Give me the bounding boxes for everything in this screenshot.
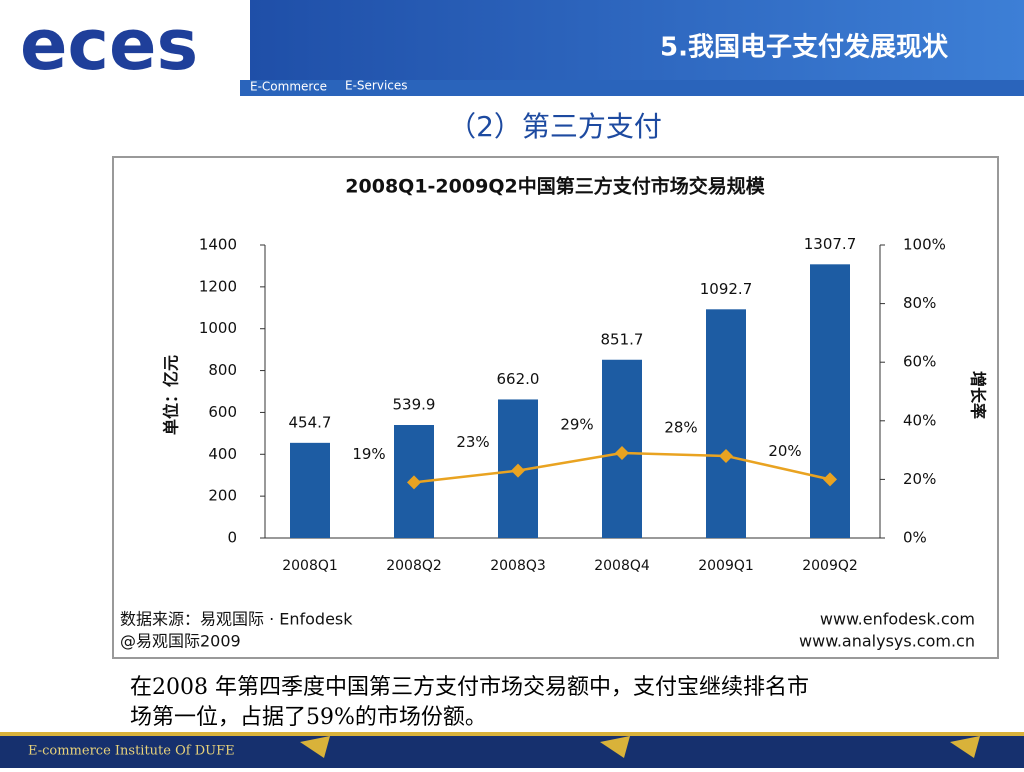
x-tick-label: 2008Q2	[386, 558, 442, 574]
slide-title: 5.我国电子支付发展现状	[660, 32, 949, 63]
chart-frame	[112, 156, 999, 659]
bar-value-label: 851.7	[601, 330, 644, 348]
bar	[290, 442, 330, 538]
header-tag: E-Services	[345, 79, 408, 93]
body-text: 在2008 年第四季度中国第三方支付市场交易额中，支付宝继续排名市	[130, 675, 809, 700]
growth-marker	[823, 472, 837, 487]
growth-marker	[615, 446, 629, 461]
source: 数据来源：易观国际 · Enfodesk	[120, 610, 353, 629]
x-tick-label: 2008Q1	[282, 558, 338, 574]
header-strip	[240, 80, 1024, 96]
chart-title: 2008Q1-2009Q2中国第三方支付市场交易规模	[345, 175, 765, 198]
slide-subtitle: （2）第三方支付	[448, 110, 662, 143]
link: www.enfodesk.com	[820, 610, 975, 629]
footer-line	[0, 732, 1024, 736]
y2-tick-label: 0%	[903, 529, 927, 547]
y2-tick-label: 80%	[903, 294, 936, 312]
x-tick-label: 2009Q2	[802, 558, 858, 574]
header-band	[250, 0, 1024, 80]
y-tick-label: 1200	[199, 277, 237, 295]
bar-value-label: 1092.7	[700, 280, 753, 298]
x-tick-label: 2009Q1	[698, 558, 754, 574]
header-tag: E-Commerce	[250, 80, 327, 94]
growth-label: 19%	[352, 445, 385, 463]
y-tick-label: 200	[208, 487, 237, 505]
x-tick-label: 2008Q4	[594, 558, 650, 574]
logo-area	[0, 0, 250, 96]
y-axis-label: 单位：亿元	[162, 355, 181, 435]
y-tick-label: 600	[208, 403, 237, 421]
source: @易观国际2009	[120, 632, 241, 651]
growth-label: 23%	[456, 433, 489, 451]
bar	[810, 264, 850, 538]
growth-marker	[511, 463, 525, 478]
y2-tick-label: 20%	[903, 470, 936, 488]
chart: 2008Q1-2009Q2中国第三方支付市场交易规模 0 200 400 600 800 1…	[120, 175, 988, 651]
bar-value-label: 1307.7	[804, 235, 857, 253]
bar-value-label: 454.7	[289, 413, 332, 431]
bar-value-label: 539.9	[393, 396, 436, 414]
growth-label: 20%	[768, 442, 801, 460]
y-tick-label: 1000	[199, 319, 237, 337]
y-tick-label: 0	[227, 529, 237, 547]
link: www.analysys.com.cn	[799, 632, 975, 651]
y-tick-label: 1400	[199, 236, 237, 254]
body-text: 场第一位，占据了59%的市场份额。	[130, 705, 487, 730]
logo: eces	[20, 4, 198, 86]
growth-label: 28%	[664, 418, 697, 436]
bar	[706, 309, 746, 538]
y2-tick-label: 40%	[903, 411, 936, 429]
y2-tick-label: 60%	[903, 353, 936, 371]
y-tick-label: 400	[208, 445, 237, 463]
growth-marker	[719, 448, 733, 463]
footer-text: E-commerce Institute Of DUFE	[28, 744, 235, 759]
growth-marker	[407, 475, 421, 490]
y2-axis-label: 增长率	[969, 371, 988, 419]
bar-value-label: 662.0	[497, 370, 540, 388]
y2-tick-label: 100%	[903, 236, 946, 254]
growth-label: 29%	[560, 416, 593, 434]
y-tick-label: 800	[208, 361, 237, 379]
footer-band	[0, 732, 1024, 768]
x-tick-label: 2008Q3	[490, 558, 546, 574]
